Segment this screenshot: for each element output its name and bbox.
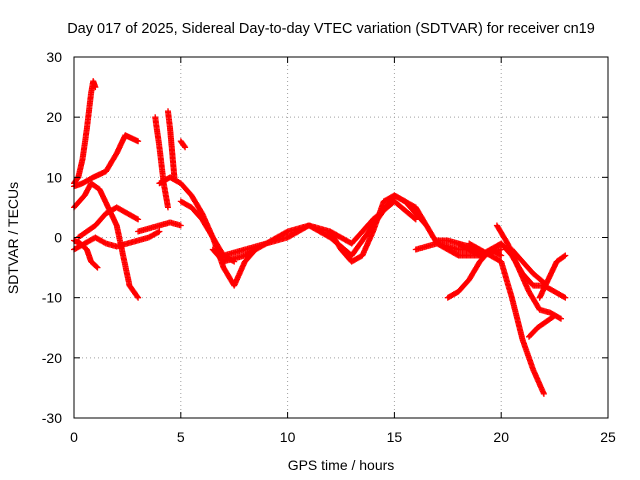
y-tick-label: -20 [42,350,62,366]
axis-ticks: 0 5 10 15 20 25 -30 -20 -10 0 10 20 30 [42,49,616,445]
data-point [177,222,184,229]
data-point [94,264,101,271]
series-arc-21 [508,246,547,286]
data-point [561,294,568,300]
series-arc-18 [466,240,547,397]
x-tick-label: 20 [493,429,509,445]
data-point [476,246,483,253]
data-point [561,253,568,260]
data-point [498,246,505,253]
data-point [165,204,171,211]
series-arc-07 [135,219,184,235]
x-tick-label: 5 [177,429,185,445]
x-tick-label: 10 [280,429,296,445]
y-tick-label: 0 [54,230,62,246]
y-tick-label: -30 [42,410,62,426]
y-tick-label: 30 [46,49,62,65]
data-point [498,252,505,259]
series-arc-09 [165,108,178,181]
data-point [562,294,569,301]
data-point [93,263,100,270]
data-point [551,312,558,319]
data-point [558,315,564,322]
data-point [134,293,141,300]
data-point [135,138,142,145]
y-tick-label: -10 [42,290,62,306]
series-arc-11 [156,174,238,265]
data-points [71,78,569,397]
data-point [562,252,569,259]
data-point [411,215,418,222]
series-arc-08 [152,114,171,211]
data-point [423,222,430,229]
series-arc-24 [434,237,483,253]
series-arc-06 [75,204,142,241]
y-axis-label: SDTVAR / TECUs [5,182,21,294]
series-arc-15 [327,192,430,265]
x-tick-label: 15 [387,429,403,445]
data-point [540,390,547,397]
x-axis-label: GPS time / hours [288,457,395,473]
x-tick-label: 25 [600,429,616,445]
data-point [422,221,429,228]
data-point [182,144,189,151]
chart-title: Day 017 of 2025, Sidereal Day-to-day VTE… [67,21,595,37]
series-arc-04 [71,180,142,301]
y-tick-label: 20 [46,109,62,125]
x-tick-label: 0 [70,429,78,445]
series-arc-01 [71,78,99,187]
data-point [135,216,142,223]
data-point [550,313,557,320]
data-point [155,229,162,236]
y-tick-label: 10 [46,169,62,185]
series-arc-22 [526,312,558,340]
series-arc-20 [455,240,569,301]
data-point [135,294,142,301]
data-point [156,228,163,235]
series-arc-05 [71,132,142,190]
data-point [92,84,99,91]
data-point [181,143,188,150]
series-arc-13 [209,198,419,265]
series-arc-23 [536,252,569,301]
series-arc-10 [177,138,189,151]
